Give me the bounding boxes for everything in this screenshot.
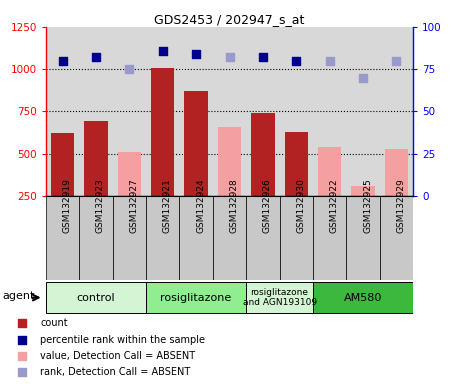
Text: GSM132919: GSM132919 — [62, 179, 72, 233]
Text: GSM132922: GSM132922 — [330, 179, 339, 233]
Text: GSM132928: GSM132928 — [230, 179, 239, 233]
Text: GSM132923: GSM132923 — [96, 179, 105, 233]
Text: rosiglitazone
and AGN193109: rosiglitazone and AGN193109 — [242, 288, 317, 307]
Text: GSM132929: GSM132929 — [397, 179, 405, 233]
Bar — [313, 196, 347, 280]
Bar — [213, 196, 246, 280]
Point — [359, 74, 367, 81]
Bar — [151, 68, 174, 196]
Bar — [246, 282, 313, 313]
Text: count: count — [40, 318, 67, 328]
Text: control: control — [77, 293, 115, 303]
Point — [19, 353, 26, 359]
Bar — [351, 186, 375, 196]
Bar — [79, 196, 112, 280]
Text: GSM132924: GSM132924 — [196, 179, 205, 233]
Text: rank, Detection Call = ABSENT: rank, Detection Call = ABSENT — [40, 367, 190, 377]
Bar — [46, 282, 146, 313]
Bar — [179, 196, 213, 280]
Point — [192, 51, 200, 57]
Text: GSM132927: GSM132927 — [129, 179, 138, 233]
Point — [159, 48, 167, 54]
Text: GSM132921: GSM132921 — [163, 179, 172, 233]
Text: percentile rank within the sample: percentile rank within the sample — [40, 335, 205, 345]
Point — [19, 369, 26, 375]
Bar — [46, 196, 79, 280]
Bar — [84, 121, 108, 196]
Bar — [218, 127, 241, 196]
Bar — [251, 113, 274, 196]
Bar — [185, 91, 208, 196]
Bar — [280, 196, 313, 280]
Text: GSM132930: GSM132930 — [296, 179, 305, 233]
Point — [326, 58, 333, 64]
Point — [126, 66, 133, 72]
Title: GDS2453 / 202947_s_at: GDS2453 / 202947_s_at — [154, 13, 305, 26]
Bar — [385, 149, 408, 196]
Bar — [380, 196, 413, 280]
Point — [226, 54, 233, 60]
Bar — [313, 282, 413, 313]
Text: GSM132925: GSM132925 — [363, 179, 372, 233]
Bar — [146, 196, 179, 280]
Bar — [51, 133, 74, 196]
Point — [19, 337, 26, 343]
Bar — [246, 196, 280, 280]
Point — [19, 320, 26, 326]
Point — [393, 58, 400, 64]
Bar — [347, 196, 380, 280]
Text: value, Detection Call = ABSENT: value, Detection Call = ABSENT — [40, 351, 195, 361]
Point — [292, 58, 300, 64]
Bar — [146, 282, 246, 313]
Bar — [285, 132, 308, 196]
Text: AM580: AM580 — [344, 293, 382, 303]
Bar — [318, 147, 341, 196]
Text: rosiglitazone: rosiglitazone — [161, 293, 232, 303]
Point — [59, 58, 66, 64]
Point — [92, 54, 100, 60]
Text: agent: agent — [2, 291, 35, 301]
Text: GSM132926: GSM132926 — [263, 179, 272, 233]
Bar — [112, 196, 146, 280]
Point — [259, 54, 267, 60]
Bar — [118, 152, 141, 196]
